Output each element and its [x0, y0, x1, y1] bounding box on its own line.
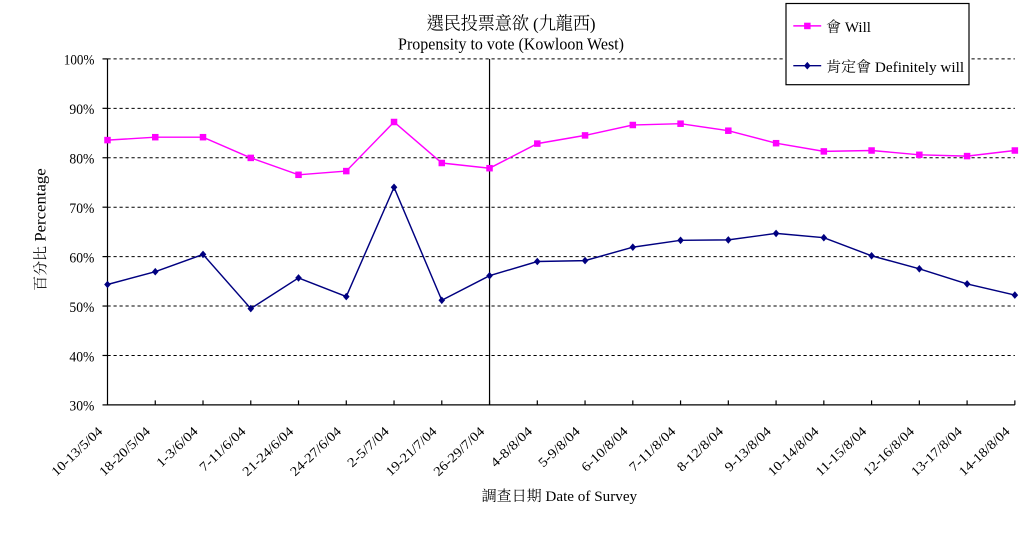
svg-text:Will: Will [841, 20, 871, 36]
svg-text:50%: 50% [69, 300, 94, 316]
svg-text:100%: 100% [64, 53, 95, 69]
svg-text:30%: 30% [69, 399, 94, 415]
svg-text:Percentage: Percentage [32, 168, 49, 246]
svg-text:): ) [590, 15, 596, 34]
svg-text:Definitely will: Definitely will [871, 60, 964, 76]
svg-text:Date of Survey: Date of Survey [542, 489, 638, 505]
svg-text:Propensity to vote (Kowloon We: Propensity to vote (Kowloon West) [398, 35, 624, 54]
svg-text:40%: 40% [69, 349, 94, 365]
svg-text:80%: 80% [69, 152, 94, 168]
svg-text:(: ( [529, 15, 539, 34]
svg-text:60%: 60% [69, 250, 94, 266]
svg-text:90%: 90% [69, 102, 94, 118]
svg-text:70%: 70% [69, 201, 94, 217]
